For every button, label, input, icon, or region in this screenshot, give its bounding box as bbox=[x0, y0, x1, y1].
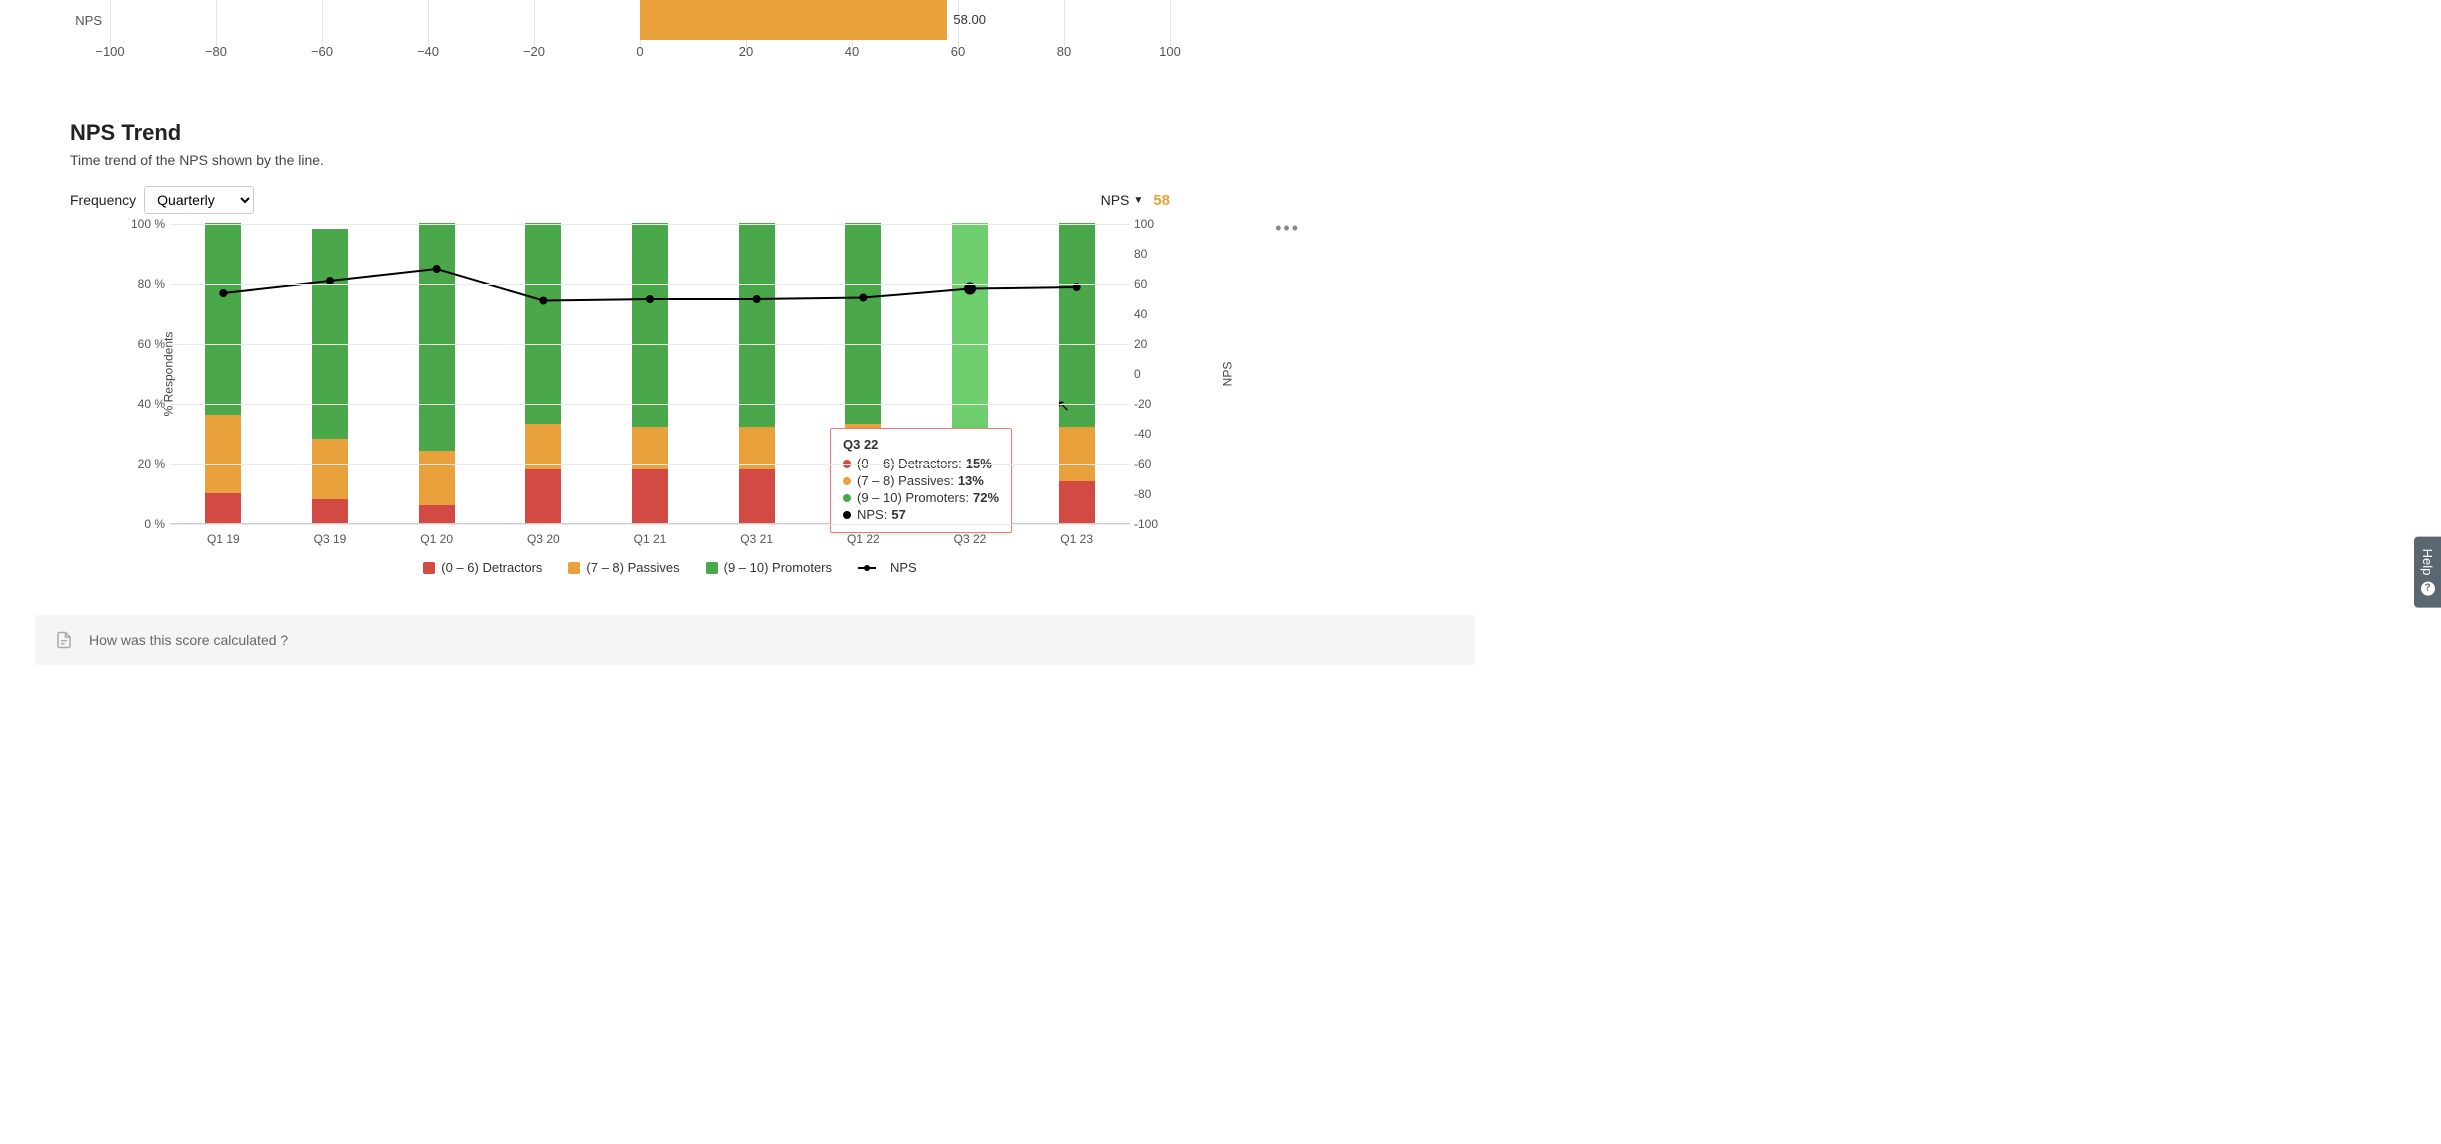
y-right-tick: 40 bbox=[1134, 307, 1176, 321]
y-right-tick: 60 bbox=[1134, 277, 1176, 291]
nps-hbar-tick: −20 bbox=[523, 44, 545, 59]
y-left-tick: 60 % bbox=[120, 337, 165, 351]
x-tick: Q1 23 bbox=[1060, 532, 1093, 546]
bar-seg-promoters bbox=[1059, 223, 1095, 427]
bar-seg-detractors bbox=[739, 469, 775, 523]
nps-hbar-tick: 20 bbox=[739, 44, 753, 59]
y-right-tick: -80 bbox=[1134, 487, 1176, 501]
help-tab[interactable]: Help ? bbox=[2414, 537, 2441, 608]
bar-seg-detractors bbox=[1059, 481, 1095, 523]
tooltip-row: NPS:57 bbox=[843, 507, 999, 522]
bar-seg-passives bbox=[1059, 427, 1095, 481]
bar-seg-passives bbox=[312, 439, 348, 499]
bar-seg-promoters bbox=[739, 223, 775, 427]
bar-group[interactable] bbox=[312, 223, 348, 523]
metric-dropdown-label: NPS bbox=[1101, 192, 1130, 208]
metric-value: 58 bbox=[1153, 192, 1170, 209]
x-tick: Q3 22 bbox=[954, 532, 987, 546]
bar-seg-detractors bbox=[312, 499, 348, 523]
x-tick: Q3 19 bbox=[314, 532, 347, 546]
bar-seg-promoters bbox=[525, 223, 561, 424]
nps-hbar-value: 58.00 bbox=[953, 12, 986, 27]
nps-hbar-tick: 80 bbox=[1057, 44, 1071, 59]
x-tick: Q1 22 bbox=[847, 532, 880, 546]
bar-seg-passives bbox=[419, 451, 455, 505]
bar-seg-promoters bbox=[845, 223, 881, 424]
nps-hbar-tick: −100 bbox=[95, 44, 124, 59]
x-tick: Q1 19 bbox=[207, 532, 240, 546]
bar-seg-passives bbox=[632, 427, 668, 469]
nps-hbar-tick: −40 bbox=[417, 44, 439, 59]
bar-seg-detractors bbox=[632, 469, 668, 523]
bar-seg-promoters bbox=[952, 223, 988, 439]
y-left-tick: 80 % bbox=[120, 277, 165, 291]
nps-hbar-label: NPS bbox=[70, 13, 110, 28]
y-right-tick: -40 bbox=[1134, 427, 1176, 441]
legend-nps-line: NPS bbox=[858, 560, 917, 575]
bar-seg-promoters bbox=[419, 223, 455, 451]
bar-seg-passives bbox=[525, 424, 561, 469]
nps-hbar-bar bbox=[640, 0, 947, 40]
y-right-tick: 100 bbox=[1134, 217, 1176, 231]
y-left-tick: 20 % bbox=[120, 457, 165, 471]
more-icon[interactable]: ••• bbox=[1275, 218, 1300, 239]
footer-text: How was this score calculated ? bbox=[89, 632, 288, 648]
bar-seg-detractors bbox=[419, 505, 455, 523]
y-right-tick: -60 bbox=[1134, 457, 1176, 471]
document-icon bbox=[55, 629, 73, 651]
bar-seg-detractors bbox=[205, 493, 241, 523]
frequency-label: Frequency bbox=[70, 192, 136, 208]
bar-seg-passives bbox=[205, 415, 241, 493]
nps-hbar-tick: −60 bbox=[311, 44, 333, 59]
nps-hbar-tick: 0 bbox=[636, 44, 643, 59]
x-tick: Q1 20 bbox=[420, 532, 453, 546]
chart-tooltip: Q3 22 (0 – 6) Detractors:15%(7 – 8) Pass… bbox=[830, 428, 1012, 533]
score-calc-expander[interactable]: How was this score calculated ? bbox=[35, 615, 1475, 665]
nps-hbar-tick: −80 bbox=[205, 44, 227, 59]
y-left-tick: 40 % bbox=[120, 397, 165, 411]
nps-hbar-tick: 60 bbox=[951, 44, 965, 59]
bar-group[interactable] bbox=[419, 223, 455, 523]
tooltip-title: Q3 22 bbox=[843, 437, 999, 452]
help-icon: ? bbox=[2421, 581, 2435, 595]
tooltip-row: (7 – 8) Passives:13% bbox=[843, 473, 999, 488]
controls-row: Frequency Quarterly NPS ▼ 58 bbox=[70, 186, 1170, 214]
bar-group[interactable] bbox=[1059, 223, 1095, 523]
frequency-select[interactable]: Quarterly bbox=[144, 186, 254, 214]
legend-detractors: (0 – 6) Detractors bbox=[423, 560, 542, 575]
bar-seg-promoters bbox=[205, 223, 241, 415]
x-tick: Q1 21 bbox=[634, 532, 667, 546]
chart-legend: (0 – 6) Detractors (7 – 8) Passives (9 –… bbox=[70, 560, 1270, 575]
legend-promoters: (9 – 10) Promoters bbox=[706, 560, 832, 575]
y-left-tick: 100 % bbox=[120, 217, 165, 231]
bar-seg-detractors bbox=[525, 469, 561, 523]
bar-group[interactable] bbox=[525, 223, 561, 523]
nps-hbar-tick: 100 bbox=[1159, 44, 1181, 59]
y-left-tick: 0 % bbox=[120, 517, 165, 531]
y-right-tick: 80 bbox=[1134, 247, 1176, 261]
section-title: NPS Trend bbox=[70, 120, 2371, 146]
bar-group[interactable] bbox=[632, 223, 668, 523]
y-right-tick: 20 bbox=[1134, 337, 1176, 351]
y-right-tick: -20 bbox=[1134, 397, 1176, 411]
nps-hbar-tick: 40 bbox=[845, 44, 859, 59]
bar-group[interactable] bbox=[205, 223, 241, 523]
y-right-tick: -100 bbox=[1134, 517, 1176, 531]
x-tick: Q3 20 bbox=[527, 532, 560, 546]
section-subtitle: Time trend of the NPS shown by the line. bbox=[70, 152, 2371, 168]
y-right-axis-label: NPS bbox=[1221, 362, 1235, 387]
y-right-tick: 0 bbox=[1134, 367, 1176, 381]
x-tick: Q3 21 bbox=[740, 532, 773, 546]
tooltip-row: (9 – 10) Promoters:72% bbox=[843, 490, 999, 505]
bar-seg-promoters bbox=[312, 229, 348, 439]
nps-score-hbar: NPS 58.00 −100 −80 −60 −40 −20 0 20 40 60 80 100 bbox=[70, 0, 2371, 100]
bar-seg-passives bbox=[739, 427, 775, 469]
chevron-down-icon: ▼ bbox=[1133, 195, 1143, 206]
legend-passives: (7 – 8) Passives bbox=[568, 560, 679, 575]
bar-seg-promoters bbox=[632, 223, 668, 427]
bar-group[interactable] bbox=[739, 223, 775, 523]
nps-trend-chart: ••• % Respondents Q3 22 (0 – 6) Detracto… bbox=[70, 224, 1270, 575]
metric-dropdown[interactable]: NPS ▼ bbox=[1101, 192, 1144, 208]
